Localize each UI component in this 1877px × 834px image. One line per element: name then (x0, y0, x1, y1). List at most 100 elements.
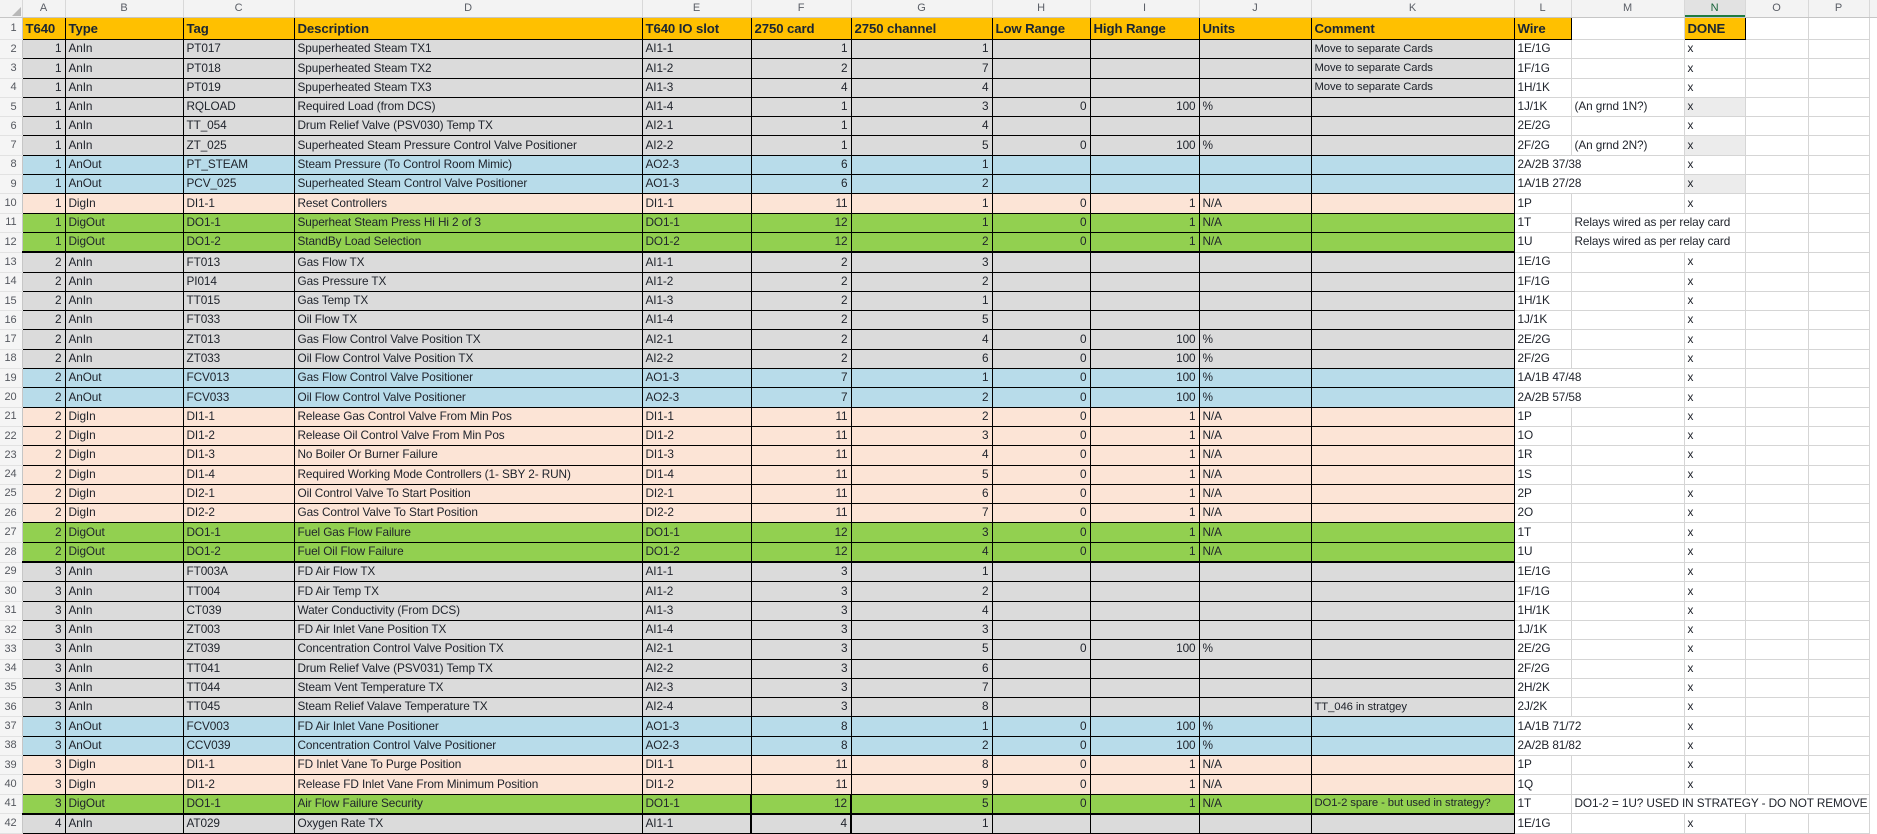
cell-wire[interactable]: 1A/1B 71/72 (1513, 716, 1685, 737)
cell-comment[interactable] (1310, 639, 1515, 660)
cell-done[interactable]: x (1683, 368, 1746, 389)
cell-low[interactable] (991, 813, 1091, 834)
cell-type[interactable]: DigOut (64, 522, 184, 543)
cell-low[interactable] (991, 290, 1091, 312)
cell-p-empty[interactable] (1807, 231, 1870, 253)
header-slot[interactable]: T640 IO slot (641, 17, 752, 40)
cell-note[interactable] (1570, 193, 1685, 214)
cell-units[interactable]: N/A (1198, 483, 1312, 505)
cell-t640[interactable]: 1 (21, 212, 66, 233)
cell-o-empty[interactable] (1744, 483, 1809, 505)
cell-note[interactable]: DO1-2 = 1U? USED IN STRATEGY - DO NOT RE… (1570, 793, 1870, 815)
cell-comment[interactable] (1310, 251, 1515, 273)
cell-card[interactable]: 11 (750, 774, 852, 795)
cell-p-empty[interactable] (1807, 639, 1870, 660)
column-letter-H[interactable]: H (991, 0, 1091, 18)
cell-done[interactable]: x (1683, 290, 1746, 312)
cell-type[interactable]: AnIn (64, 619, 184, 641)
cell-p-empty[interactable] (1807, 541, 1870, 563)
cell-type[interactable]: AnIn (64, 271, 184, 292)
cell-units[interactable] (1198, 561, 1312, 583)
cell-card[interactable]: 1 (750, 116, 852, 137)
row-number-41[interactable]: 41 (0, 794, 23, 815)
cell-high[interactable] (1089, 619, 1200, 641)
cell-slot[interactable]: DI1-1 (641, 193, 752, 214)
cell-high[interactable]: 1 (1089, 212, 1200, 233)
cell-tag[interactable]: PT018 (182, 58, 295, 79)
cell-wire[interactable]: 2E/2G (1513, 329, 1572, 350)
cell-ch[interactable]: 5 (850, 310, 993, 331)
header-wire[interactable]: Wire (1513, 17, 1572, 40)
cell-done[interactable]: x (1683, 600, 1746, 621)
cell-p-empty[interactable] (1807, 310, 1870, 331)
cell-slot[interactable]: DO1-2 (641, 231, 752, 254)
cell-tag[interactable]: DO1-2 (182, 541, 295, 564)
cell-done[interactable]: x (1683, 310, 1746, 331)
cell-desc[interactable]: Required Load (from DCS) (293, 96, 643, 118)
row-number-21[interactable]: 21 (0, 407, 23, 427)
cell-t640[interactable]: 1 (21, 38, 66, 60)
cell-units[interactable] (1198, 58, 1312, 79)
cell-units[interactable]: % (1198, 735, 1312, 756)
cell-high[interactable] (1089, 290, 1200, 312)
cell-wire[interactable]: 1E/1G (1513, 251, 1572, 273)
cell-t640[interactable]: 2 (21, 368, 66, 389)
cell-comment[interactable]: Move to separate Cards (1310, 77, 1515, 98)
cell-ch[interactable]: 4 (850, 445, 993, 466)
header-low[interactable]: Low Range (991, 17, 1091, 40)
cell-type[interactable]: DigOut (64, 793, 184, 815)
cell-high[interactable] (1089, 271, 1200, 292)
cell-units[interactable]: N/A (1198, 231, 1312, 254)
cell-type[interactable]: AnOut (64, 154, 184, 176)
cell-high[interactable]: 1 (1089, 406, 1200, 427)
column-letter-I[interactable]: I (1089, 0, 1200, 18)
cell-high[interactable]: 1 (1089, 541, 1200, 564)
cell-p-empty[interactable] (1807, 212, 1870, 233)
cell-card[interactable]: 8 (750, 735, 852, 756)
cell-type[interactable]: AnIn (64, 658, 184, 679)
cell-high[interactable]: 100 (1089, 639, 1200, 660)
cell-slot[interactable]: DI1-1 (641, 406, 752, 427)
cell-ch[interactable]: 8 (850, 754, 993, 776)
cell-type[interactable]: AnIn (64, 677, 184, 699)
cell-p-empty[interactable] (1807, 735, 1870, 756)
cell-done[interactable]: x (1683, 697, 1746, 718)
cell-high[interactable] (1089, 77, 1200, 98)
cell-done[interactable]: x (1683, 619, 1746, 641)
cell-done[interactable]: x (1683, 581, 1746, 602)
cell-p-empty[interactable] (1807, 174, 1870, 195)
cell-tag[interactable]: TT041 (182, 658, 295, 679)
cell-units[interactable]: % (1198, 639, 1312, 660)
cell-wire[interactable]: 1J/1K (1513, 619, 1572, 641)
cell-ch[interactable]: 2 (850, 271, 993, 292)
cell-o-empty[interactable] (1744, 425, 1809, 447)
cell-wire[interactable]: 1J/1K (1513, 96, 1572, 118)
cell-slot[interactable]: AI1-3 (641, 290, 752, 312)
cell-note[interactable] (1570, 522, 1685, 543)
cell-type[interactable]: AnIn (64, 135, 184, 156)
header-ch[interactable]: 2750 channel (850, 17, 993, 40)
cell-ch[interactable]: 2 (850, 581, 993, 602)
cell-type[interactable]: AnIn (64, 348, 184, 370)
cell-low[interactable] (991, 561, 1091, 583)
cell-high[interactable]: 1 (1089, 231, 1200, 254)
cell-type[interactable]: DigIn (64, 503, 184, 524)
cell-p-empty[interactable] (1807, 116, 1870, 137)
cell-type[interactable]: AnIn (64, 58, 184, 79)
cell-o-empty[interactable] (1744, 561, 1809, 583)
cell-slot[interactable]: AI1-1 (641, 813, 752, 834)
cell-ch[interactable]: 4 (850, 600, 993, 621)
cell-o-empty[interactable] (1744, 464, 1809, 485)
cell-slot[interactable]: AI1-2 (641, 581, 752, 602)
column-letter-C[interactable]: C (182, 0, 295, 18)
cell-ch[interactable]: 7 (850, 677, 993, 699)
cell-t640[interactable]: 2 (21, 348, 66, 370)
column-letter-F[interactable]: F (750, 0, 852, 18)
cell-note[interactable] (1570, 310, 1685, 331)
cell-note[interactable] (1570, 290, 1685, 312)
cell-note[interactable] (1570, 483, 1685, 505)
cell-high[interactable] (1089, 38, 1200, 60)
cell-units[interactable]: N/A (1198, 445, 1312, 466)
cell-slot[interactable]: AI1-4 (641, 96, 752, 118)
cell-wire[interactable]: 2A/2B 37/38 (1513, 154, 1685, 176)
